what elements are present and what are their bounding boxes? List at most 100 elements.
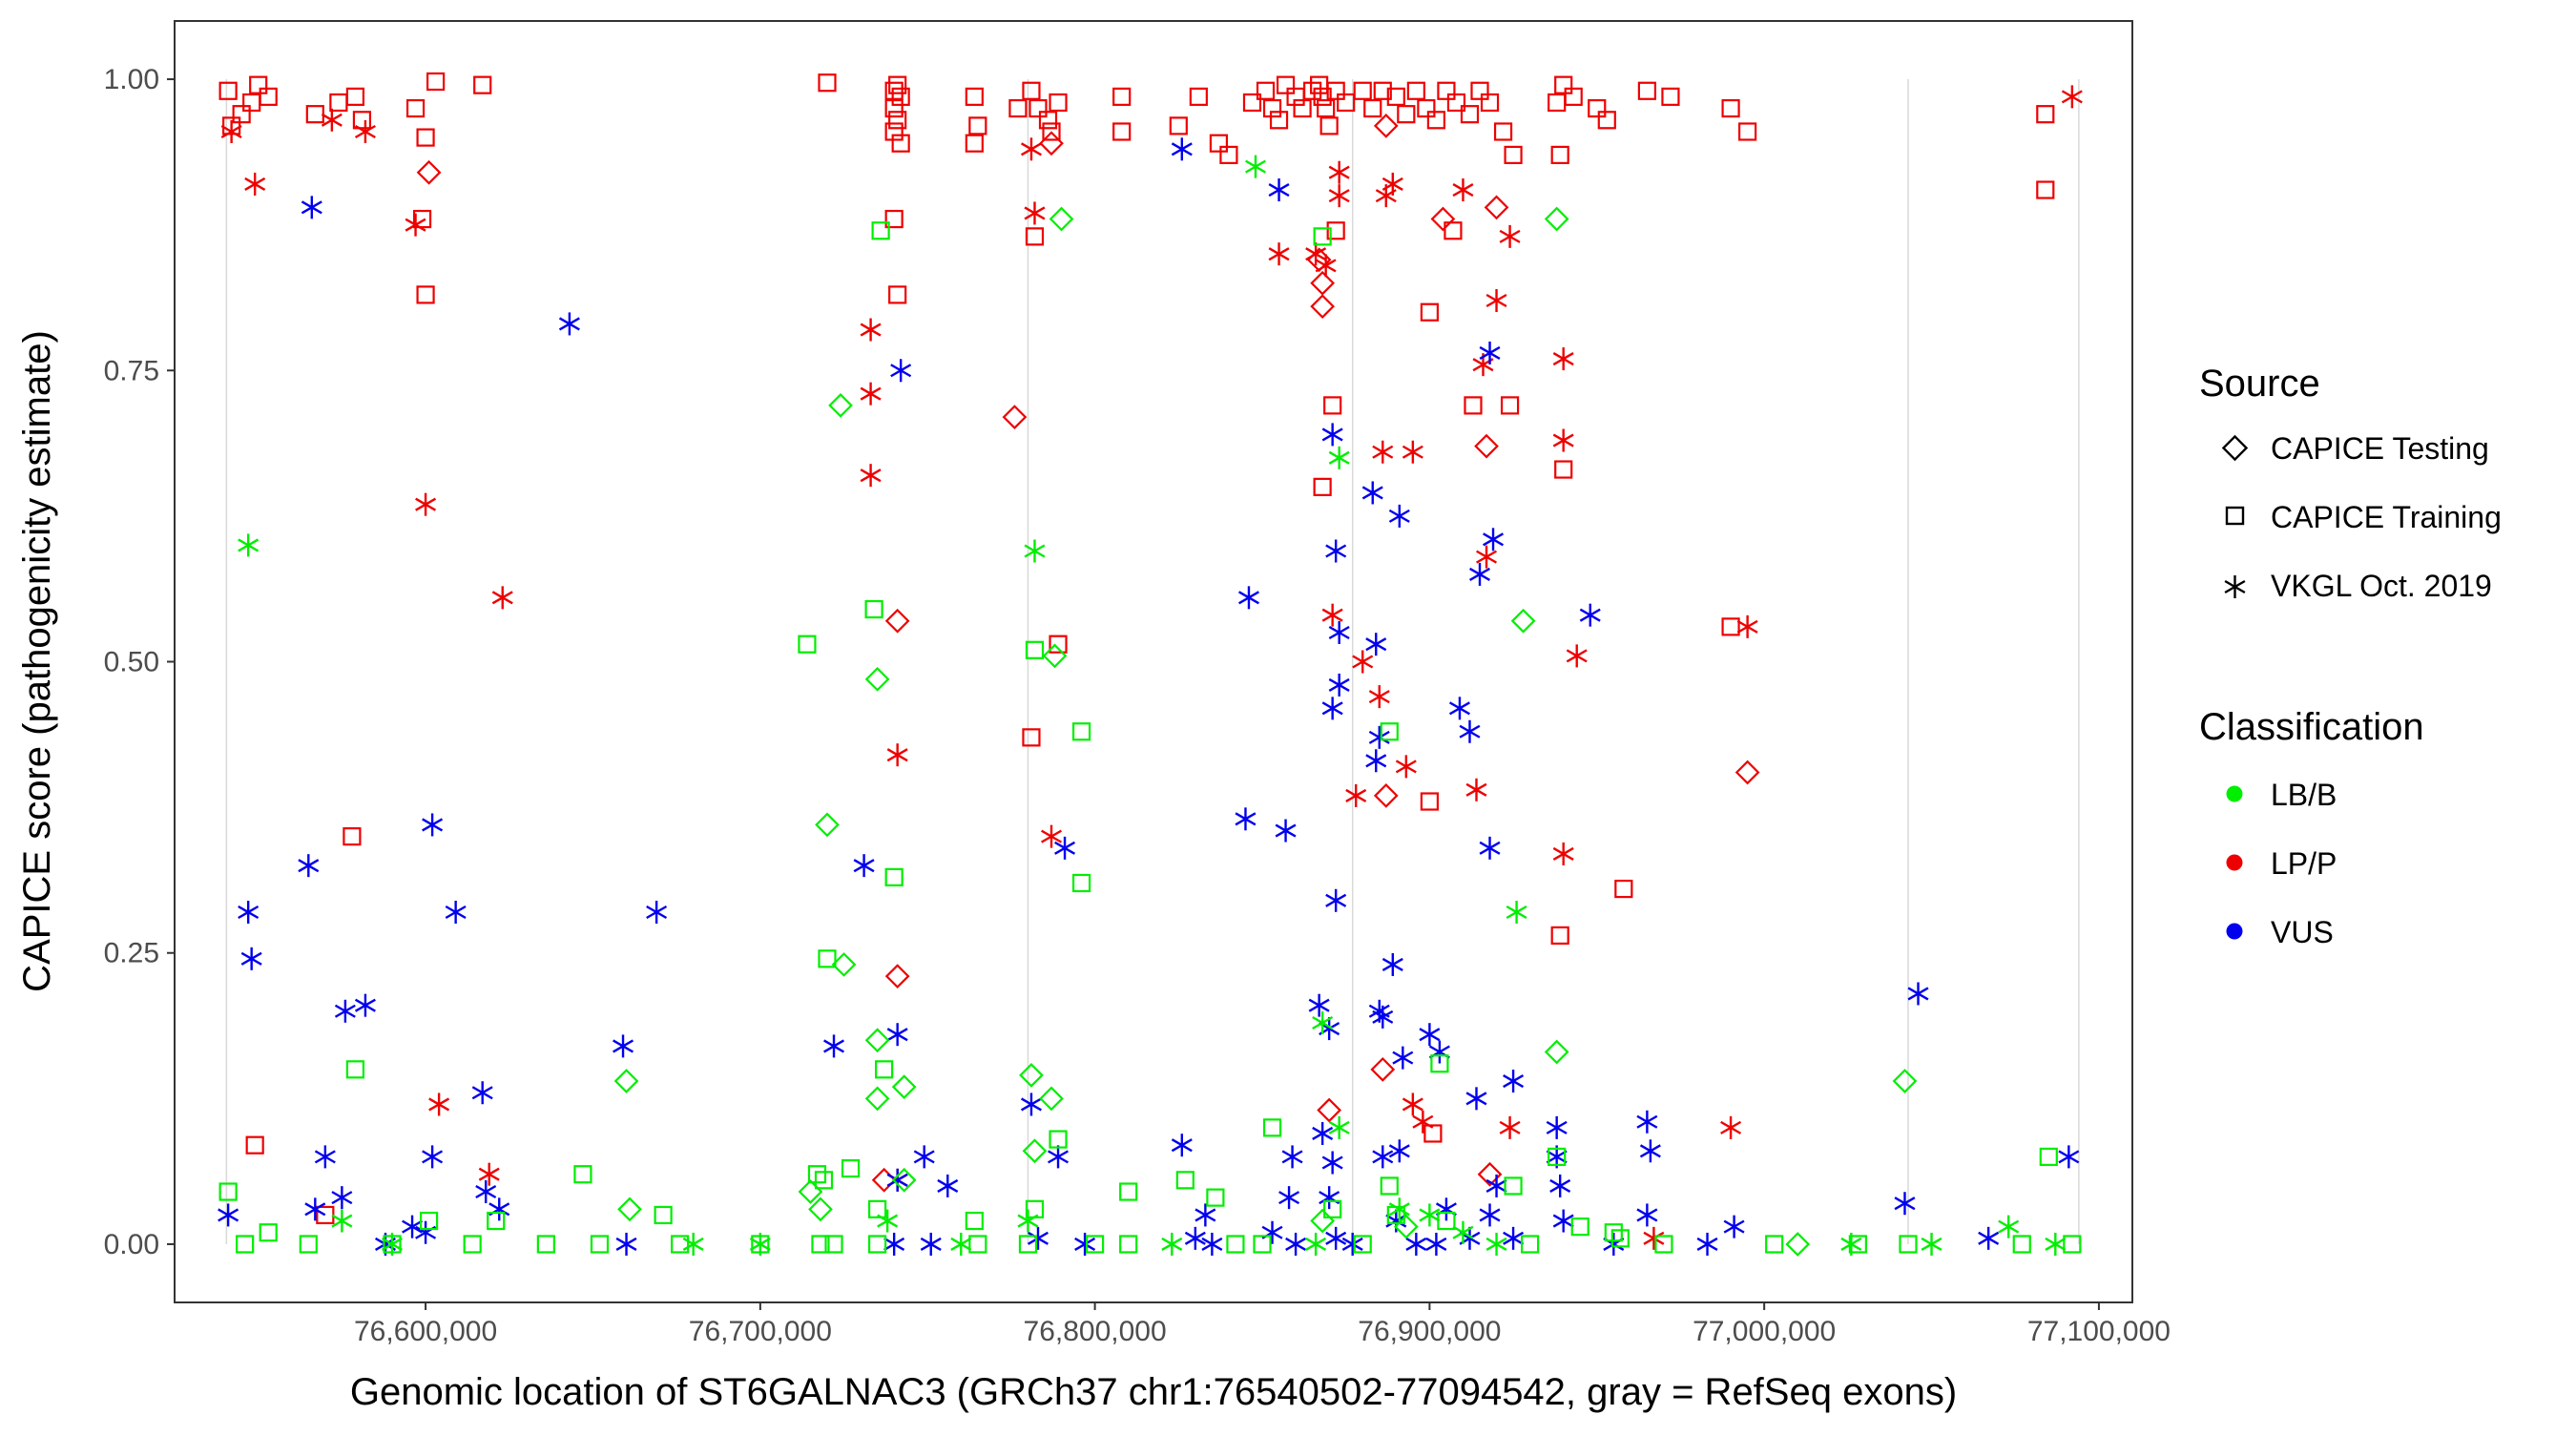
vkgl-asterisk-point <box>1459 719 1481 743</box>
vkgl-asterisk-point <box>1479 1203 1501 1227</box>
testing-diamond-point <box>864 666 890 692</box>
vkgl-asterisk-point <box>1361 481 1383 505</box>
training-square-point <box>473 75 492 94</box>
training-square-point <box>2039 1147 2058 1166</box>
training-square-point <box>1269 111 1289 130</box>
vkgl-asterisk-point <box>1720 1115 1742 1139</box>
vkgl-asterisk-point <box>331 1186 353 1210</box>
training-square-point <box>1550 926 1569 946</box>
training-square-point <box>824 1235 843 1254</box>
vkgl-asterisk-point <box>1041 824 1063 848</box>
training-square-point <box>1493 122 1513 141</box>
training-square-point <box>888 111 907 130</box>
vkgl-asterisk-point <box>1325 1226 1347 1250</box>
legend-class-item-vus: VUS <box>2226 915 2334 949</box>
training-square-point <box>1042 122 1061 141</box>
legend-source-title: Source <box>2199 363 2320 405</box>
vkgl-asterisk-point <box>1546 1115 1568 1139</box>
training-square-point <box>1049 635 1068 654</box>
vkgl-asterisk-point <box>558 312 580 336</box>
vkgl-asterisk-point <box>1479 836 1501 860</box>
vkgl-asterisk-point <box>860 318 882 342</box>
vkgl-asterisk-point <box>1184 1226 1206 1250</box>
legend-dot-icon <box>2226 785 2243 802</box>
vkgl-asterisk-point <box>1840 1232 1862 1256</box>
training-square-point <box>1614 879 1633 899</box>
vkgl-asterisk-point <box>1479 341 1501 364</box>
vkgl-asterisk-point <box>1171 1134 1193 1157</box>
testing-diamond-point <box>1317 1097 1342 1123</box>
vkgl-asterisk-point <box>1419 1203 1441 1227</box>
training-square-point <box>888 75 907 94</box>
training-square-point <box>965 134 984 153</box>
vkgl-asterisk-point <box>883 1232 905 1256</box>
vkgl-asterisk-point <box>1499 224 1521 248</box>
testing-diamond-point <box>828 393 853 418</box>
vkgl-asterisk-point <box>1328 160 1350 184</box>
legend-source-item-capice-testing: CAPICE Testing <box>2221 431 2489 466</box>
testing-diamond-point <box>1370 1056 1396 1082</box>
vkgl-asterisk-point <box>1696 1232 1718 1256</box>
vkgl-asterisk-point <box>1465 778 1487 801</box>
vkgl-asterisk-point <box>475 1180 497 1204</box>
testing-diamond-point <box>891 1167 917 1193</box>
testing-diamond-point <box>1544 1039 1569 1065</box>
training-square-point <box>1423 1124 1443 1143</box>
testing-diamond-point <box>1510 608 1536 634</box>
x-tick-label: 76,700,000 <box>689 1316 832 1347</box>
vkgl-asterisk-point <box>1372 1145 1394 1169</box>
training-square-point <box>1738 122 1757 141</box>
legend-dot-icon <box>2226 854 2243 871</box>
training-square-point <box>1323 396 1342 415</box>
vkgl-asterisk-point <box>877 1209 899 1233</box>
vkgl-asterisk-point <box>860 382 882 406</box>
training-square-point <box>1262 1118 1282 1137</box>
vkgl-asterisk-point <box>314 1145 336 1169</box>
training-square-point <box>811 1235 830 1254</box>
vkgl-asterisk-point <box>445 900 467 924</box>
training-square-point <box>2012 1235 2031 1254</box>
training-square-point <box>259 1223 278 1242</box>
testing-diamond-point <box>1373 783 1399 808</box>
legend-diamond-icon <box>2221 434 2249 462</box>
vkgl-asterisk-point <box>1503 1070 1525 1093</box>
vkgl-asterisk-point <box>860 464 882 488</box>
testing-diamond-point <box>1039 1086 1064 1112</box>
vkgl-asterisk-point <box>240 947 262 970</box>
legend-class-label: LP/P <box>2271 846 2337 881</box>
y-axis-title: CAPICE score (pathogenicity estimate) <box>16 330 58 992</box>
training-square-point <box>1588 98 1607 118</box>
training-square-point <box>868 1199 887 1218</box>
training-square-point <box>884 81 904 100</box>
vkgl-asterisk-point <box>1452 178 1474 202</box>
training-square-point <box>1317 98 1336 118</box>
vkgl-asterisk-point <box>478 1162 500 1186</box>
training-square-point <box>1209 134 1229 153</box>
testing-diamond-point <box>884 608 910 634</box>
y-tick-label: 1.00 <box>104 64 159 95</box>
vkgl-asterisk-point <box>1365 749 1387 773</box>
vkgl-asterisk-point <box>244 172 266 196</box>
vkgl-asterisk-point <box>1469 562 1490 586</box>
vkgl-asterisk-point <box>1552 842 1574 865</box>
vkgl-asterisk-point <box>1395 755 1417 779</box>
vkgl-asterisk-point <box>1485 289 1507 313</box>
training-square-point <box>416 285 435 304</box>
training-square-point <box>841 1158 861 1178</box>
vkgl-asterisk-point <box>1388 1139 1410 1163</box>
vkgl-asterisk-point <box>1328 184 1350 208</box>
training-square-point <box>1610 1229 1630 1248</box>
training-square-point <box>1460 105 1480 124</box>
training-square-point <box>1112 87 1132 106</box>
training-square-point <box>1119 1235 1138 1254</box>
vkgl-asterisk-point <box>354 993 376 1017</box>
training-square-point <box>1226 1235 1245 1254</box>
vkgl-asterisk-point <box>220 119 242 143</box>
legend-class-item-lbb: LB/B <box>2226 778 2337 812</box>
training-square-point <box>1899 1235 1918 1254</box>
y-tick-label: 0.50 <box>104 647 159 678</box>
vkgl-asterisk-point <box>422 813 444 837</box>
training-square-point <box>1504 145 1523 165</box>
training-square-point <box>868 1235 887 1254</box>
